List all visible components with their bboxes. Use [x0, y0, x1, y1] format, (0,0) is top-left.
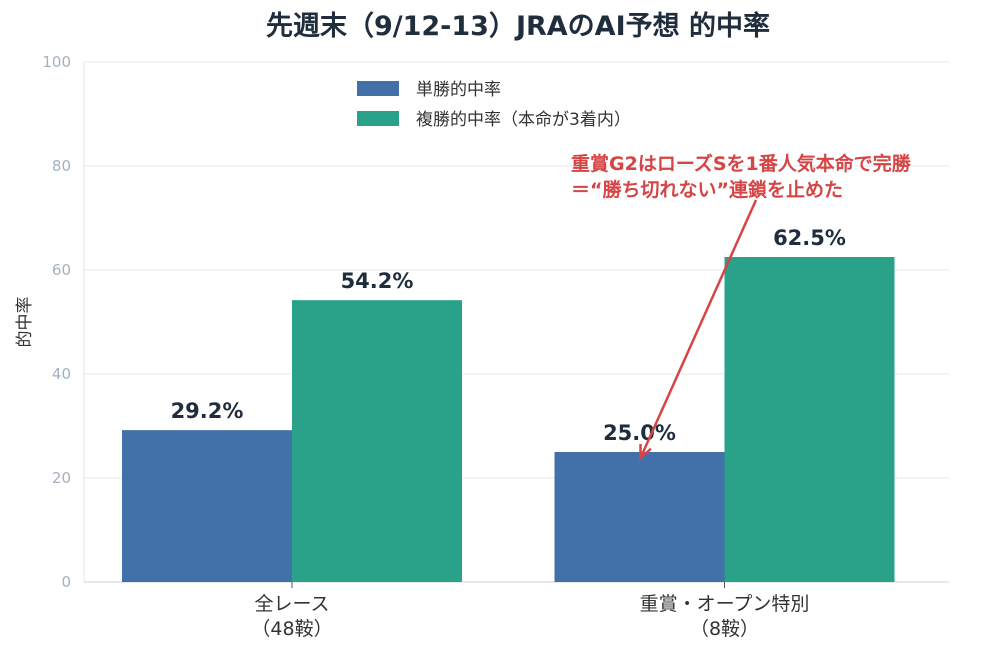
legend-label: 単勝的中率 [416, 80, 501, 100]
legend-swatch [357, 111, 399, 126]
x-tick-label: 全レース [254, 593, 329, 615]
legend-label: 複勝的中率（本命が3着内） [416, 110, 631, 130]
y-tick-label: 20 [52, 469, 71, 487]
bar [122, 430, 292, 582]
y-tick-label: 100 [42, 53, 71, 71]
data-label: 29.2% [171, 399, 244, 423]
bars [122, 257, 895, 582]
chart-title: 先週末（9/12-13）JRAのAI予想 的中率 [266, 10, 770, 42]
y-tick-label: 80 [52, 157, 71, 175]
x-tick-label: 重賞・オープン特別 [640, 593, 810, 615]
x-tick-label: （48鞍） [251, 618, 332, 640]
annotation-text: ＝“勝ち切れない”連鎖を止めた [571, 178, 843, 201]
x-tick-label: （8鞍） [690, 618, 759, 640]
y-tick-label: 0 [61, 573, 71, 591]
tick-labels: 0 20 40 60 80 100 全レース （48鞍） 重賞・オープン特別 （8鞍） [42, 53, 809, 640]
annotation: 重賞G2はローズSを1番人気本命で完勝 ＝“勝ち切れない”連鎖を止めた [571, 152, 912, 461]
data-label: 54.2% [341, 269, 414, 293]
annotation-text: 重賞G2はローズSを1番人気本命で完勝 [571, 152, 912, 175]
annotation-arrow [639, 199, 758, 459]
data-label: 62.5% [773, 226, 846, 250]
y-tick-label: 40 [52, 365, 71, 383]
legend-swatch [357, 81, 399, 96]
data-labels: 29.2% 25.0% 54.2% 62.5% [171, 226, 846, 445]
y-axis-label: 的中率 [15, 297, 35, 348]
data-label: 25.0% [603, 421, 676, 445]
annotation-arrowhead [639, 443, 652, 461]
bar [554, 452, 725, 582]
bar [292, 300, 462, 582]
y-tick-label: 60 [52, 261, 71, 279]
bar [724, 257, 895, 582]
